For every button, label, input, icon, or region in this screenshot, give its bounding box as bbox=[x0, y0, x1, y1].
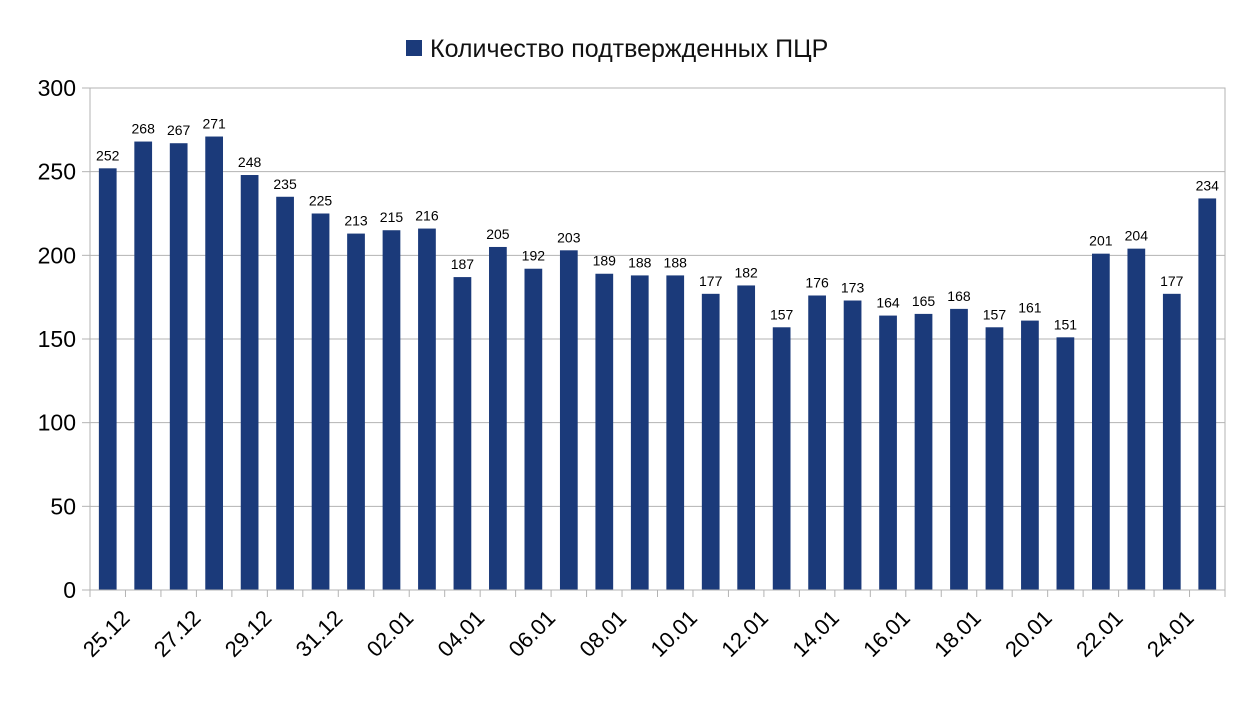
data-label: 168 bbox=[947, 288, 971, 304]
bar bbox=[418, 228, 436, 590]
bar bbox=[879, 315, 897, 590]
data-label: 215 bbox=[380, 209, 404, 225]
bar bbox=[630, 275, 649, 590]
data-label: 188 bbox=[664, 254, 688, 270]
data-label: 151 bbox=[1054, 316, 1078, 332]
data-label: 182 bbox=[734, 264, 758, 280]
bar bbox=[1091, 253, 1110, 590]
bar bbox=[524, 268, 543, 590]
bar bbox=[950, 308, 968, 590]
data-label: 164 bbox=[876, 295, 900, 311]
x-tick-label: 06.01 bbox=[504, 605, 561, 662]
x-tick-label: 04.01 bbox=[433, 605, 490, 662]
data-label: 188 bbox=[628, 254, 652, 270]
data-label: 161 bbox=[1018, 300, 1042, 316]
y-tick-label: 100 bbox=[38, 410, 76, 436]
y-tick-label: 50 bbox=[50, 493, 76, 519]
data-label: 176 bbox=[805, 274, 829, 290]
bar bbox=[98, 168, 117, 590]
y-tick-label: 150 bbox=[38, 326, 76, 352]
data-label: 189 bbox=[593, 253, 617, 269]
y-axis-ticks: 0 50 100 150 200 250 300 bbox=[38, 75, 90, 603]
data-label: 187 bbox=[451, 256, 475, 272]
bar bbox=[843, 300, 862, 590]
legend: Количество подтвержденных ПЦР bbox=[406, 35, 828, 63]
bar bbox=[559, 250, 578, 590]
data-label: 225 bbox=[309, 193, 333, 209]
x-axis-ticks: 25.12 27.12 29.12 31.12 02.01 04.01 06.01 08.01… bbox=[78, 590, 1226, 662]
y-tick-label: 200 bbox=[38, 242, 76, 268]
bar bbox=[205, 136, 224, 590]
bar bbox=[701, 293, 720, 590]
data-label: 252 bbox=[96, 147, 120, 163]
y-tick-label: 250 bbox=[38, 159, 76, 185]
x-tick-label: 02.01 bbox=[362, 605, 419, 662]
data-label: 177 bbox=[1160, 273, 1184, 289]
bar bbox=[808, 295, 826, 590]
bar bbox=[134, 141, 153, 590]
data-label: 271 bbox=[202, 116, 226, 132]
data-label: 267 bbox=[167, 122, 191, 138]
bar bbox=[169, 143, 188, 590]
bar bbox=[276, 196, 294, 590]
data-label: 234 bbox=[1196, 177, 1220, 193]
bar bbox=[1162, 293, 1181, 590]
x-tick-label: 27.12 bbox=[149, 605, 206, 662]
x-tick-label: 08.01 bbox=[575, 605, 632, 662]
y-tick-label: 300 bbox=[38, 75, 76, 101]
bar bbox=[382, 230, 401, 590]
x-tick-label: 14.01 bbox=[787, 605, 844, 662]
x-tick-label: 22.01 bbox=[1071, 605, 1128, 662]
bar bbox=[737, 285, 756, 590]
bar bbox=[666, 275, 685, 590]
data-label: 248 bbox=[238, 154, 262, 170]
bar bbox=[772, 327, 791, 590]
data-label: 203 bbox=[557, 229, 581, 245]
bar bbox=[1127, 248, 1146, 590]
x-tick-label: 29.12 bbox=[220, 605, 277, 662]
gridlines bbox=[90, 171, 1225, 507]
bar bbox=[489, 246, 507, 590]
data-label: 177 bbox=[699, 273, 723, 289]
data-labels: 252 268 267 271 248 235 225 213 215 216 187 205 192 2… bbox=[96, 116, 1219, 333]
x-tick-label: 10.01 bbox=[645, 605, 702, 662]
data-label: 165 bbox=[912, 293, 936, 309]
data-label: 173 bbox=[841, 280, 865, 296]
bar bbox=[1021, 320, 1039, 590]
x-tick-label: 25.12 bbox=[78, 605, 135, 662]
bar bbox=[914, 313, 933, 590]
bar bbox=[985, 327, 1004, 590]
data-label: 268 bbox=[132, 121, 156, 137]
bar bbox=[1056, 337, 1075, 590]
bars bbox=[98, 136, 1217, 590]
plot-frame bbox=[89, 87, 1226, 591]
bar bbox=[311, 213, 330, 590]
data-label: 216 bbox=[415, 208, 439, 224]
data-label: 205 bbox=[486, 226, 510, 242]
data-label: 204 bbox=[1125, 228, 1149, 244]
x-tick-label: 20.01 bbox=[1000, 605, 1057, 662]
legend-label: Количество подтвержденных ПЦР bbox=[430, 35, 828, 63]
legend-swatch bbox=[406, 40, 422, 56]
bar bbox=[240, 175, 259, 590]
x-tick-label: 24.01 bbox=[1142, 605, 1199, 662]
data-label: 235 bbox=[273, 176, 297, 192]
x-tick-label: 12.01 bbox=[716, 605, 773, 662]
bar bbox=[595, 273, 614, 590]
x-tick-label: 31.12 bbox=[291, 605, 348, 662]
x-tick-label: 16.01 bbox=[858, 605, 915, 662]
bar bbox=[347, 233, 365, 590]
data-label: 157 bbox=[983, 306, 1007, 322]
data-label: 213 bbox=[344, 213, 368, 229]
bar bbox=[1198, 198, 1217, 590]
data-label: 157 bbox=[770, 306, 794, 322]
data-label: 192 bbox=[522, 248, 546, 264]
data-label: 201 bbox=[1089, 233, 1113, 249]
y-tick-label: 0 bbox=[63, 577, 76, 603]
x-tick-label: 18.01 bbox=[929, 605, 986, 662]
bar bbox=[453, 277, 472, 590]
